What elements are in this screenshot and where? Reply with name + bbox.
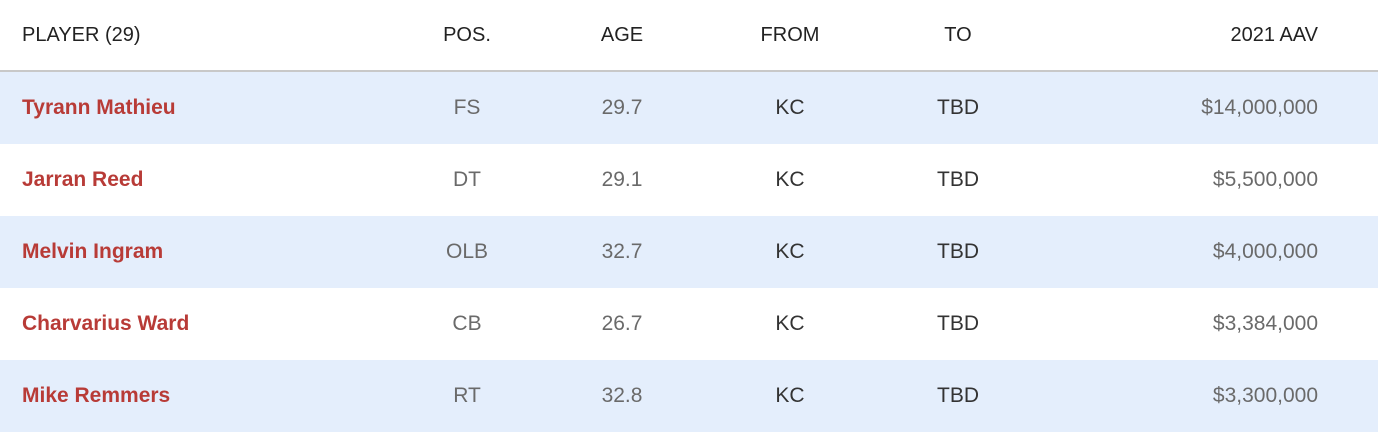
column-header[interactable]: FROM bbox=[760, 23, 820, 46]
table-cell: 29.1 bbox=[601, 168, 643, 191]
table-row: Mike Remmers RT 32.8 KC TBD $3,300,000 bbox=[0, 360, 1378, 432]
table-cell: RT bbox=[453, 384, 481, 407]
player-link[interactable]: Tyrann Mathieu bbox=[22, 96, 176, 119]
column-header: PLAYER (29) bbox=[22, 23, 141, 46]
table-cell: TBD bbox=[937, 384, 979, 407]
table-cell: 26.7 bbox=[601, 312, 643, 335]
player-link[interactable]: Melvin Ingram bbox=[22, 240, 164, 263]
table-cell: TBD bbox=[937, 312, 979, 335]
table-cell: FS bbox=[453, 96, 481, 119]
column-header[interactable]: POS. bbox=[443, 23, 491, 46]
table-cell: CB bbox=[452, 312, 482, 335]
column-header[interactable]: 2021 AAV bbox=[1230, 23, 1318, 46]
table-row: Jarran Reed DT 29.1 KC TBD $5,500,000 bbox=[0, 144, 1378, 216]
column-header[interactable]: TO bbox=[944, 23, 972, 46]
player-link[interactable]: Charvarius Ward bbox=[22, 312, 190, 335]
table-row: Melvin Ingram OLB 32.7 KC TBD $4,000,000 bbox=[0, 216, 1378, 288]
table-cell: $3,300,000 bbox=[1212, 384, 1318, 407]
table-cell: $3,384,000 bbox=[1212, 312, 1318, 335]
table-cell: TBD bbox=[937, 168, 979, 191]
player-link[interactable]: Jarran Reed bbox=[22, 168, 144, 191]
table-row: Charvarius Ward CB 26.7 KC TBD $3,384,000 bbox=[0, 288, 1378, 360]
table-cell: $5,500,000 bbox=[1212, 168, 1318, 191]
table-cell: KC bbox=[775, 96, 805, 119]
table-cell: OLB bbox=[445, 240, 489, 263]
table-cell: DT bbox=[453, 168, 481, 191]
table-cell: KC bbox=[775, 312, 805, 335]
table-cell: 32.7 bbox=[601, 240, 643, 263]
column-header[interactable]: AGE bbox=[600, 23, 644, 46]
table-cell: KC bbox=[775, 384, 805, 407]
player-link[interactable]: Mike Remmers bbox=[22, 384, 171, 407]
table-cell: 32.8 bbox=[601, 384, 643, 407]
table-cell: TBD bbox=[937, 96, 979, 119]
table-cell: 29.7 bbox=[601, 96, 643, 119]
table-row: Tyrann Mathieu FS 29.7 KC TBD $14,000,000 bbox=[0, 72, 1378, 144]
table-cell: TBD bbox=[937, 240, 979, 263]
table-cell: KC bbox=[775, 168, 805, 191]
table-cell: KC bbox=[775, 240, 805, 263]
table-cell: $14,000,000 bbox=[1201, 96, 1318, 119]
header-row: PLAYER (29) POS. AGE FROM TO 2021 AAV bbox=[0, 0, 1378, 72]
table-cell: $4,000,000 bbox=[1212, 240, 1318, 263]
